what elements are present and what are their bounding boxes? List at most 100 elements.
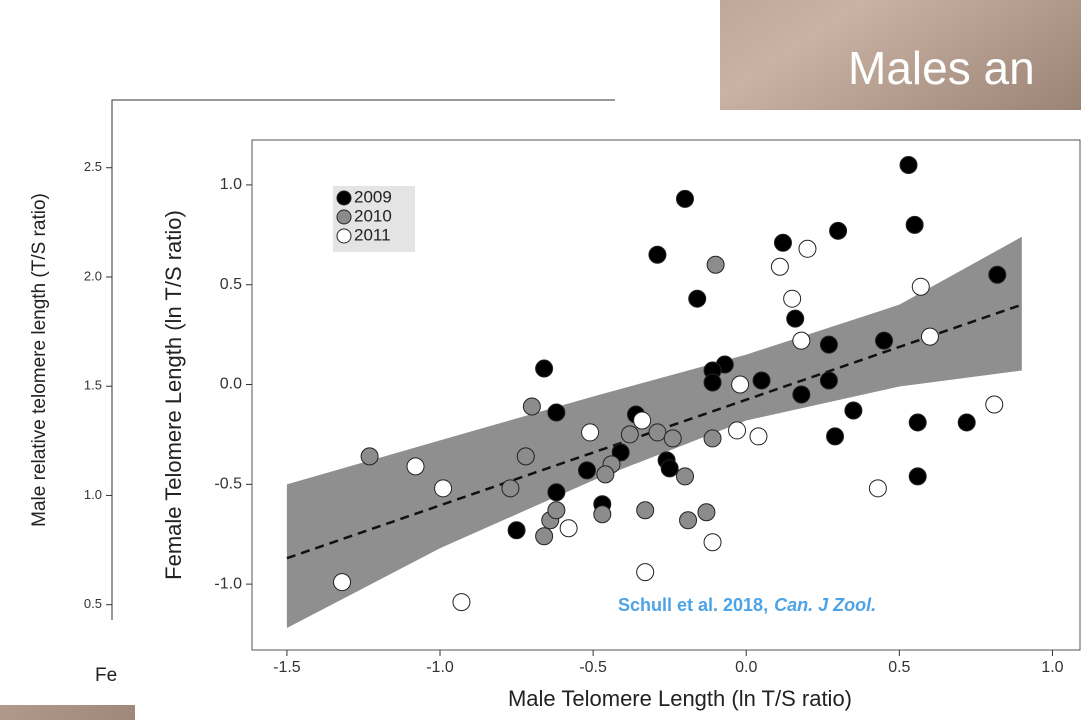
point bbox=[783, 289, 802, 308]
point bbox=[819, 371, 838, 390]
y-tick-label: -1.0 bbox=[214, 575, 242, 592]
point bbox=[697, 503, 716, 522]
point bbox=[792, 385, 811, 404]
fit-line bbox=[286, 303, 1023, 560]
legend-swatch bbox=[336, 209, 352, 225]
point bbox=[675, 189, 694, 208]
point bbox=[749, 427, 768, 446]
point bbox=[988, 265, 1007, 284]
citation-part: Can. J Zool. bbox=[774, 595, 876, 615]
point bbox=[333, 573, 352, 592]
axis-frame bbox=[111, 99, 615, 620]
point bbox=[957, 413, 976, 432]
point bbox=[406, 457, 425, 476]
y-axis-label: Female Telomere Length (ln T/S ratio) bbox=[161, 210, 186, 580]
point bbox=[731, 375, 750, 394]
point bbox=[752, 371, 771, 390]
point bbox=[679, 511, 698, 530]
point bbox=[507, 521, 526, 540]
point bbox=[648, 423, 667, 442]
x-axis-label: Fe bbox=[95, 665, 117, 686]
point bbox=[819, 335, 838, 354]
point bbox=[908, 413, 927, 432]
point bbox=[547, 483, 566, 502]
point bbox=[636, 563, 655, 582]
y-tick-label: 1.0 bbox=[84, 487, 102, 502]
point bbox=[920, 327, 939, 346]
x-tick-label: 0.5 bbox=[888, 659, 910, 676]
y-tick-label: 1.0 bbox=[220, 176, 242, 193]
point bbox=[522, 397, 541, 416]
back-chart: 0.5 1.0 1.5 2.0 2.5 Male relative telomere le… bbox=[29, 99, 615, 686]
citation-part: Schull et al. 2018, bbox=[618, 595, 768, 615]
x-tick-label: -0.5 bbox=[579, 659, 607, 676]
point bbox=[703, 533, 722, 552]
citation: Schull et al. 2018, Can. J Zool. bbox=[618, 595, 876, 615]
point bbox=[593, 505, 612, 524]
point bbox=[908, 467, 927, 486]
point bbox=[911, 277, 930, 296]
point bbox=[636, 501, 655, 520]
point bbox=[547, 403, 566, 422]
point bbox=[516, 447, 535, 466]
point bbox=[706, 255, 725, 274]
y-axis-label: Male relative telomere length (T/S ratio… bbox=[29, 193, 50, 527]
y-tick-label: 1.5 bbox=[84, 378, 102, 393]
point bbox=[559, 519, 578, 538]
point bbox=[786, 309, 805, 328]
x-tick-label: 0.0 bbox=[735, 659, 757, 676]
point bbox=[452, 593, 471, 612]
point bbox=[648, 245, 667, 264]
point bbox=[875, 331, 894, 350]
legend-label: 2011 bbox=[354, 225, 391, 244]
point bbox=[826, 427, 845, 446]
point bbox=[535, 527, 554, 546]
point bbox=[905, 215, 924, 234]
point bbox=[688, 289, 707, 308]
y-tick-label: 2.5 bbox=[84, 159, 102, 174]
y-tick-label: 0.5 bbox=[220, 276, 242, 293]
point bbox=[501, 479, 520, 498]
y-tick-label: 0.0 bbox=[220, 376, 242, 393]
legend-label: 2010 bbox=[354, 206, 392, 225]
point bbox=[360, 447, 379, 466]
point bbox=[620, 425, 639, 444]
point bbox=[868, 479, 887, 498]
point bbox=[581, 423, 600, 442]
x-tick-label: -1.5 bbox=[273, 659, 301, 676]
y-tick-label: -0.5 bbox=[214, 476, 242, 493]
plot-area bbox=[251, 139, 1081, 651]
point bbox=[547, 501, 566, 520]
point bbox=[798, 239, 817, 258]
point bbox=[535, 359, 554, 378]
point bbox=[660, 459, 679, 478]
point bbox=[773, 233, 792, 252]
point bbox=[434, 479, 453, 498]
point bbox=[829, 221, 848, 240]
point bbox=[844, 401, 863, 420]
legend-swatch bbox=[336, 228, 352, 244]
y-tick-label: 0.5 bbox=[84, 596, 102, 611]
point bbox=[596, 465, 615, 484]
point bbox=[728, 421, 747, 440]
slide-title: Males an bbox=[848, 42, 1035, 94]
point bbox=[792, 331, 811, 350]
point bbox=[675, 467, 694, 486]
x-tick-label: 1.0 bbox=[1041, 659, 1063, 676]
legend-label: 2009 bbox=[354, 187, 392, 206]
point bbox=[663, 429, 682, 448]
point bbox=[770, 257, 789, 276]
point bbox=[703, 429, 722, 448]
point bbox=[577, 461, 596, 480]
point bbox=[633, 411, 652, 430]
point bbox=[703, 373, 722, 392]
point bbox=[899, 155, 918, 174]
x-tick-label: -1.0 bbox=[426, 659, 454, 676]
x-axis-label: Male Telomere Length (ln T/S ratio) bbox=[508, 686, 852, 711]
y-tick-label: 2.0 bbox=[84, 268, 102, 283]
legend-swatch bbox=[336, 190, 352, 206]
point bbox=[985, 395, 1004, 414]
front-chart: -1.0 -0.5 0.0 0.5 1.0 -1.5 -1.0 -0.5 0.0 0.5 1.0 Fe… bbox=[161, 139, 1081, 711]
point bbox=[611, 443, 630, 462]
